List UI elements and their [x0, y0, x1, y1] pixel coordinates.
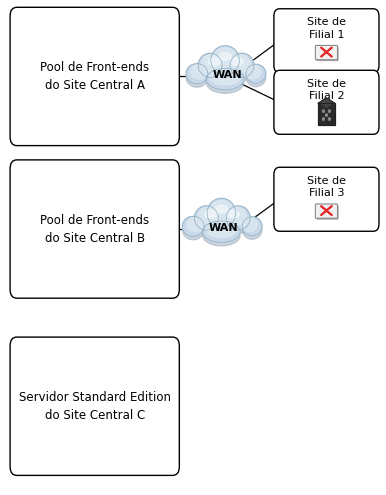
Ellipse shape [211, 49, 239, 79]
Ellipse shape [230, 57, 254, 81]
FancyBboxPatch shape [274, 9, 379, 73]
Ellipse shape [210, 69, 240, 85]
Ellipse shape [186, 64, 208, 84]
Text: Site de
Filial 3: Site de Filial 3 [307, 176, 346, 198]
FancyBboxPatch shape [10, 337, 179, 475]
Ellipse shape [215, 205, 228, 213]
Ellipse shape [205, 210, 217, 218]
FancyBboxPatch shape [315, 46, 337, 60]
FancyBboxPatch shape [317, 205, 339, 220]
Ellipse shape [207, 202, 235, 231]
FancyBboxPatch shape [10, 160, 179, 298]
Ellipse shape [182, 220, 204, 240]
Ellipse shape [241, 217, 257, 231]
Ellipse shape [213, 48, 237, 69]
Ellipse shape [211, 46, 239, 75]
Ellipse shape [227, 210, 239, 218]
Ellipse shape [195, 206, 218, 230]
Ellipse shape [226, 209, 250, 234]
Text: Site de
Filial 1: Site de Filial 1 [307, 17, 346, 40]
Ellipse shape [245, 65, 261, 79]
Ellipse shape [198, 53, 222, 78]
Ellipse shape [207, 198, 235, 228]
FancyBboxPatch shape [274, 167, 379, 231]
Ellipse shape [210, 200, 233, 222]
Ellipse shape [203, 224, 240, 246]
Ellipse shape [328, 110, 330, 112]
FancyBboxPatch shape [315, 204, 337, 218]
Ellipse shape [219, 52, 232, 60]
Ellipse shape [195, 209, 218, 234]
FancyBboxPatch shape [10, 7, 179, 146]
Bar [318, 103, 335, 125]
Ellipse shape [198, 207, 218, 225]
Ellipse shape [182, 216, 204, 237]
Text: WAN: WAN [208, 223, 238, 233]
Ellipse shape [206, 72, 244, 94]
Ellipse shape [206, 68, 244, 90]
Ellipse shape [242, 217, 262, 236]
Text: WAN: WAN [212, 70, 242, 80]
Bar [318, 103, 335, 125]
Text: Pool de Front-ends
do Site Central B: Pool de Front-ends do Site Central B [40, 213, 149, 245]
Ellipse shape [227, 207, 246, 225]
Ellipse shape [208, 57, 221, 65]
Ellipse shape [198, 57, 222, 81]
Ellipse shape [322, 110, 324, 112]
Text: Site de
Filial 2: Site de Filial 2 [307, 79, 346, 101]
Ellipse shape [191, 64, 209, 79]
Ellipse shape [246, 68, 266, 87]
Ellipse shape [187, 217, 205, 232]
Ellipse shape [242, 220, 262, 239]
Ellipse shape [246, 64, 266, 83]
Ellipse shape [230, 53, 254, 78]
Ellipse shape [230, 57, 243, 65]
Ellipse shape [325, 114, 327, 116]
Ellipse shape [230, 54, 250, 72]
Ellipse shape [328, 118, 330, 120]
Ellipse shape [202, 54, 221, 72]
Ellipse shape [206, 222, 237, 238]
FancyBboxPatch shape [274, 70, 379, 134]
Ellipse shape [186, 67, 208, 87]
Text: Pool de Front-ends
do Site Central A: Pool de Front-ends do Site Central A [40, 61, 149, 92]
Text: Servidor Standard Edition
do Site Central C: Servidor Standard Edition do Site Centra… [19, 391, 171, 422]
Ellipse shape [203, 221, 240, 243]
Ellipse shape [322, 118, 324, 120]
Polygon shape [318, 98, 335, 109]
Ellipse shape [226, 206, 250, 230]
FancyBboxPatch shape [317, 47, 339, 61]
